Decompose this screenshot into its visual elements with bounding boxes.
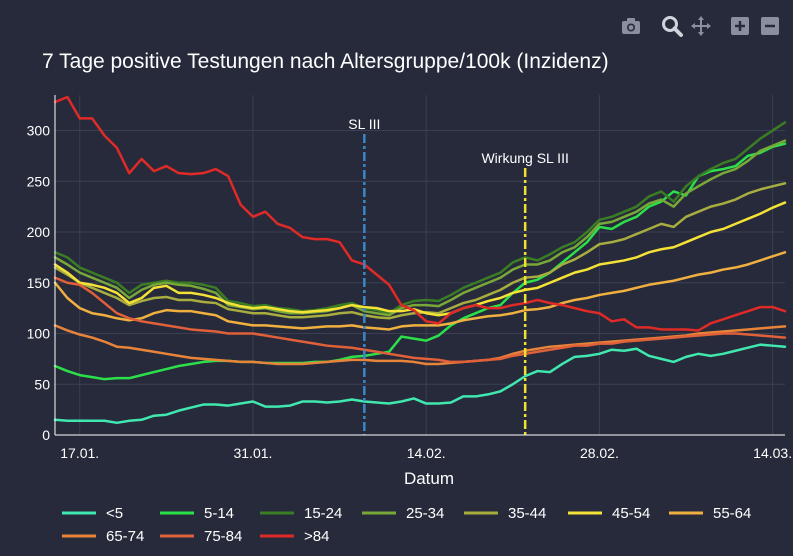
series-line <box>53 251 787 331</box>
series-line <box>53 276 787 364</box>
zoom-out-icon[interactable] <box>761 17 779 35</box>
series-line <box>53 95 787 332</box>
series-line <box>53 139 787 317</box>
legend-label: >84 <box>304 528 329 545</box>
y-tick-label: 150 <box>27 275 51 291</box>
pan-icon[interactable] <box>691 16 711 36</box>
legend-label: 25-34 <box>406 505 444 522</box>
x-tick-label: 17.01. <box>60 445 99 461</box>
axes <box>54 95 785 436</box>
legend-item[interactable]: 15-24 <box>260 505 342 522</box>
y-tick-label: 0 <box>42 427 50 443</box>
x-tick-label: 14.03. <box>753 445 792 461</box>
x-tick-label: 31.01. <box>233 445 272 461</box>
zoom-in-icon[interactable] <box>731 17 749 35</box>
legend-item[interactable]: 65-74 <box>62 528 144 545</box>
y-tick-label: 50 <box>34 376 50 392</box>
modebar <box>622 16 779 37</box>
legend-item[interactable]: <5 <box>62 505 123 522</box>
x-tick-label: 14.02. <box>407 445 446 461</box>
zoom-icon[interactable] <box>662 16 683 37</box>
y-tick-label: 250 <box>27 173 51 189</box>
legend-label: 75-84 <box>204 528 242 545</box>
legend-item[interactable]: 45-54 <box>568 505 650 522</box>
y-tick-label: 100 <box>27 326 51 342</box>
annotation-label: Wirkung SL III <box>481 150 568 166</box>
series-line <box>53 121 787 315</box>
series-line <box>53 201 787 317</box>
chart-title: 7 Tage positive Testungen nach Altersgru… <box>42 50 609 73</box>
camera-icon[interactable] <box>622 18 640 34</box>
legend-label: 15-24 <box>304 505 342 522</box>
legend-label: <5 <box>106 505 123 522</box>
y-tick-label: 200 <box>27 224 51 240</box>
x-axis-title: Datum <box>404 469 454 488</box>
legend-item[interactable]: 25-34 <box>362 505 444 522</box>
grid <box>55 95 785 436</box>
legend-item[interactable]: 55-64 <box>669 505 751 522</box>
y-tick-labels: 0 50 100 150 200 250 300 <box>27 123 51 443</box>
legend-label: 45-54 <box>612 505 650 522</box>
legend: <5 5-14 15-24 25-34 35-44 45-54 55-64 65-74 75-8… <box>62 505 751 545</box>
legend-item[interactable]: 5-14 <box>160 505 234 522</box>
x-tick-label: 28.02. <box>580 445 619 461</box>
series-lines <box>53 95 787 425</box>
legend-label: 5-14 <box>204 505 234 522</box>
legend-label: 55-64 <box>713 505 751 522</box>
legend-label: 65-74 <box>106 528 144 545</box>
series-line <box>53 142 787 381</box>
series-line <box>53 182 787 320</box>
x-tick-labels: 17.01. 31.01. 14.02. 28.02. 14.03. <box>60 445 792 461</box>
legend-item[interactable]: 35-44 <box>464 505 546 522</box>
legend-label: 35-44 <box>508 505 546 522</box>
legend-item[interactable]: 75-84 <box>160 528 242 545</box>
annotations: SL III Wirkung SL III <box>348 116 569 435</box>
legend-item[interactable]: >84 <box>260 528 329 545</box>
annotation-label: SL III <box>348 116 380 132</box>
y-tick-label: 300 <box>27 123 51 139</box>
series-line <box>53 343 787 425</box>
